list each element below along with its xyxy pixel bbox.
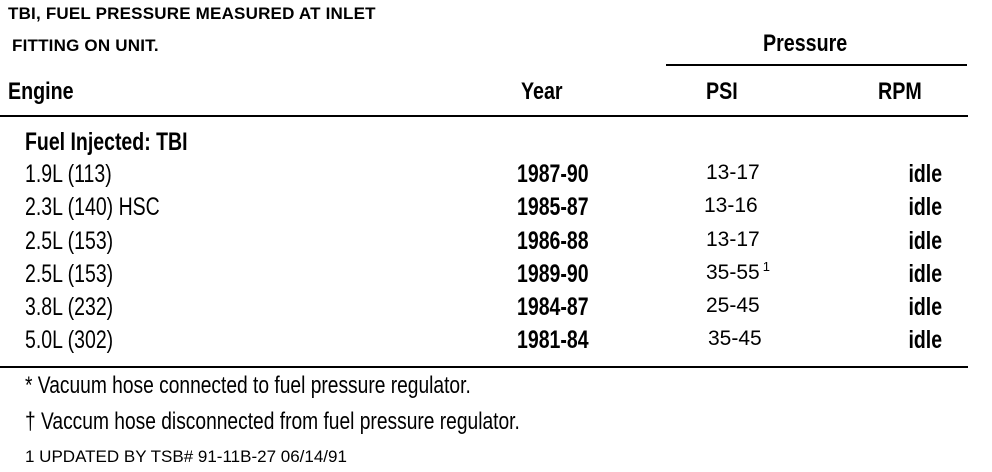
row-engine: 2.3L (140) HSC (25, 193, 160, 221)
row-psi: 35-55 1 (706, 259, 770, 285)
row-psi: 35-45 (708, 327, 762, 351)
row-engine: 3.8L (232) (25, 293, 114, 321)
pressure-group-rule (666, 64, 967, 66)
pressure-group-header: Pressure (763, 30, 848, 57)
column-header-year: Year (521, 78, 563, 105)
row-psi: 13-17 (706, 161, 760, 185)
bottom-rule (0, 366, 968, 368)
row-psi-value: 35-45 (708, 327, 762, 350)
row-rpm: idle (908, 293, 942, 321)
row-rpm: idle (908, 260, 942, 288)
row-year: 1989-90 (517, 260, 589, 288)
column-header-engine: Engine (8, 78, 74, 105)
header-rule (0, 115, 968, 117)
row-year: 1984-87 (517, 293, 589, 321)
column-header-psi: PSI (706, 78, 738, 105)
row-psi-value: 35-55 (706, 261, 760, 284)
row-psi-value: 13-17 (706, 228, 760, 251)
note-vacuum-connected: * Vacuum hose connected to fuel pressure… (25, 372, 471, 399)
row-engine: 5.0L (302) (25, 326, 114, 354)
row-psi-footnote-marker: 1 (762, 259, 770, 274)
row-engine: 1.9L (113) (25, 160, 112, 188)
row-rpm: idle (908, 326, 942, 354)
note-vacuum-disconnected: † Vaccum hose disconnected from fuel pre… (25, 408, 520, 435)
row-year: 1987-90 (517, 160, 589, 188)
row-psi-value: 13-16 (704, 194, 758, 217)
row-psi-value: 25-45 (706, 294, 760, 317)
row-engine: 2.5L (153) (25, 260, 114, 288)
row-rpm: idle (908, 193, 942, 221)
row-psi: 13-17 (706, 228, 760, 252)
row-rpm: idle (908, 160, 942, 188)
column-header-rpm: RPM (878, 78, 922, 105)
row-year: 1981-84 (517, 326, 589, 354)
row-year: 1986-88 (517, 227, 589, 255)
table-title-line-1: TBI, FUEL PRESSURE MEASURED AT INLET (8, 4, 376, 23)
section-label: Fuel Injected: TBI (25, 128, 188, 156)
row-rpm: idle (908, 227, 942, 255)
row-year: 1985-87 (517, 193, 589, 221)
row-engine: 2.5L (153) (25, 227, 114, 255)
table-title-line-2: FITTING ON UNIT. (12, 36, 159, 55)
row-psi-value: 13-17 (706, 161, 760, 184)
row-psi: 13-16 (704, 194, 758, 218)
update-footnote: 1 UPDATED BY TSB# 91-11B-27 06/14/91 (25, 447, 347, 466)
row-psi: 25-45 (706, 294, 760, 318)
